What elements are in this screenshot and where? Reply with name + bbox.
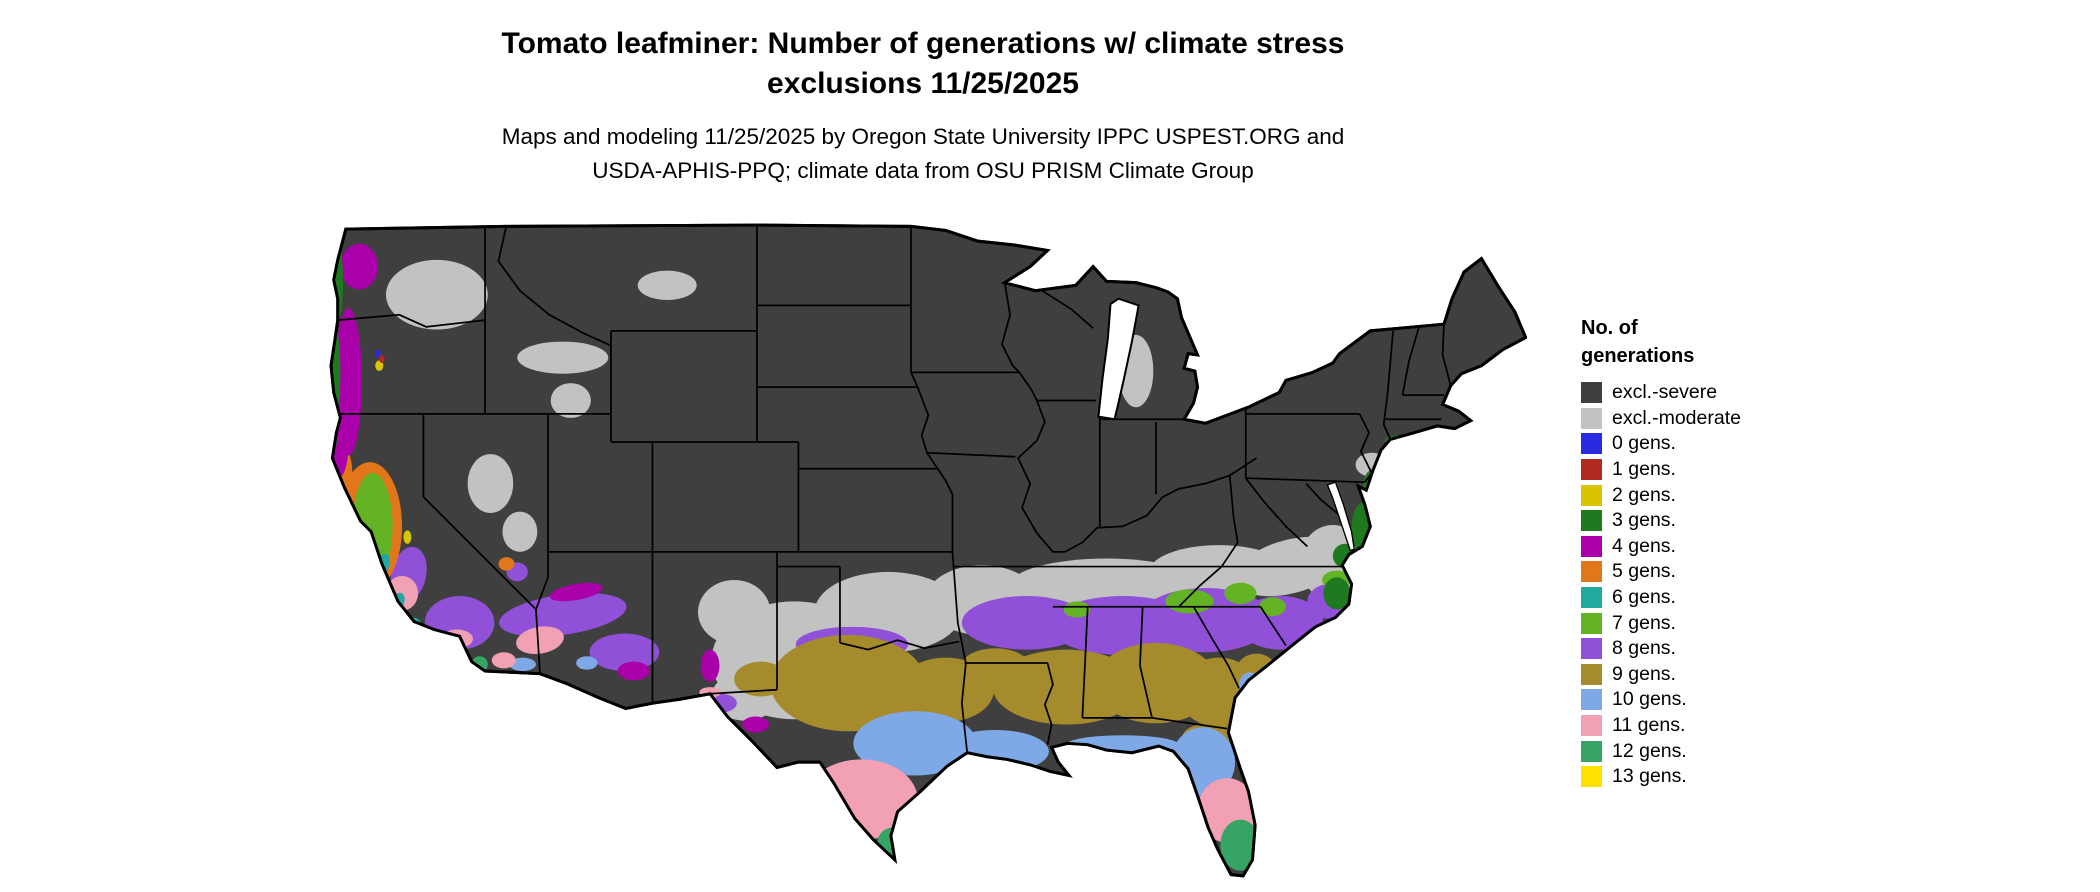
legend-item-label: 4 gens. xyxy=(1612,534,1676,557)
map-layer-low-gens-specks xyxy=(375,349,412,544)
legend-item: 3 gens. xyxy=(1581,508,1741,534)
page-subtitle-line2: USDA-APHIS-PPQ; climate data from OSU PR… xyxy=(592,158,1254,183)
legend-swatch xyxy=(1581,561,1602,583)
map-layer-4-gens xyxy=(331,243,769,733)
legend-item: 2 gens. xyxy=(1581,482,1741,508)
legend-item-label: 0 gens. xyxy=(1612,432,1676,455)
legend-item: 7 gens. xyxy=(1581,610,1741,636)
legend-swatch xyxy=(1581,715,1602,737)
legend-swatch xyxy=(1581,382,1602,404)
us-border xyxy=(329,223,1527,878)
legend-item: 8 gens. xyxy=(1581,636,1741,662)
legend-item: excl.-moderate xyxy=(1581,406,1741,432)
legend-swatch xyxy=(1581,740,1602,762)
legend-item: 6 gens. xyxy=(1581,585,1741,611)
legend-item: 11 gens. xyxy=(1581,713,1741,739)
legend-item: 0 gens. xyxy=(1581,431,1741,457)
legend-swatch xyxy=(1581,433,1602,455)
legend-item: 13 gens. xyxy=(1581,764,1741,790)
legend-item-label: 7 gens. xyxy=(1612,611,1676,634)
legend-item-label: 8 gens. xyxy=(1612,637,1676,660)
page-title-line1: Tomato leafminer: Number of generations … xyxy=(501,27,1345,60)
lake-michigan xyxy=(1097,297,1140,421)
legend-swatch xyxy=(1581,484,1602,506)
map-layer-11-gens xyxy=(385,575,1257,843)
legend-item: 5 gens. xyxy=(1581,559,1741,585)
legend-swatch xyxy=(1581,407,1602,429)
legend-swatch xyxy=(1581,766,1602,788)
legend-item-label: excl.-moderate xyxy=(1612,406,1741,429)
legend-items: excl.-severe excl.-moderate 0 gens. 1 gens.… xyxy=(1581,380,1741,790)
legend-item: 1 gens. xyxy=(1581,457,1741,483)
legend-swatch xyxy=(1581,510,1602,532)
legend-swatch xyxy=(1581,689,1602,711)
legend-item-label: 11 gens. xyxy=(1612,714,1686,737)
chesapeake-bay xyxy=(1326,481,1355,552)
legend-swatch xyxy=(1581,535,1602,557)
legend-swatch xyxy=(1581,612,1602,634)
legend-item: excl.-severe xyxy=(1581,380,1741,406)
state-borders xyxy=(332,225,1452,753)
legend: No. of generations excl.-severe excl.-mod… xyxy=(1581,314,1741,790)
legend-item: 12 gens. xyxy=(1581,738,1741,764)
legend-item-label: 6 gens. xyxy=(1612,586,1676,609)
legend-item-label: 5 gens. xyxy=(1612,560,1676,583)
legend-item-label: 12 gens. xyxy=(1612,739,1687,762)
map-layer-13-gens xyxy=(890,854,1225,876)
page-subtitle-line1: Maps and modeling 11/25/2025 by Oregon S… xyxy=(501,124,1345,149)
legend-item-label: 1 gens. xyxy=(1612,458,1676,481)
legend-title: No. of generations xyxy=(1581,314,1741,370)
legend-item-label: 2 gens. xyxy=(1612,483,1676,506)
legend-item-label: 10 gens. xyxy=(1612,688,1687,711)
page-title-line2: exclusions 11/25/2025 xyxy=(767,67,1079,100)
legend-title-line1: No. of xyxy=(1581,317,1638,339)
legend-swatch xyxy=(1581,638,1602,660)
legend-item: 9 gens. xyxy=(1581,662,1741,688)
legend-swatch xyxy=(1581,587,1602,609)
legend-item-label: excl.-severe xyxy=(1612,381,1718,404)
legend-item-label: 13 gens. xyxy=(1612,765,1687,788)
page-subtitle: Maps and modeling 11/25/2025 by Oregon S… xyxy=(0,120,1846,188)
page-title: Tomato leafminer: Number of generations … xyxy=(0,24,1846,104)
legend-item: 4 gens. xyxy=(1581,534,1741,560)
legend-swatch xyxy=(1581,663,1602,685)
us-map xyxy=(329,223,1527,878)
legend-item-label: 9 gens. xyxy=(1612,662,1676,685)
legend-title-line2: generations xyxy=(1581,345,1695,367)
legend-item: 10 gens. xyxy=(1581,687,1741,713)
legend-item-label: 3 gens. xyxy=(1612,509,1676,532)
legend-swatch xyxy=(1581,459,1602,481)
